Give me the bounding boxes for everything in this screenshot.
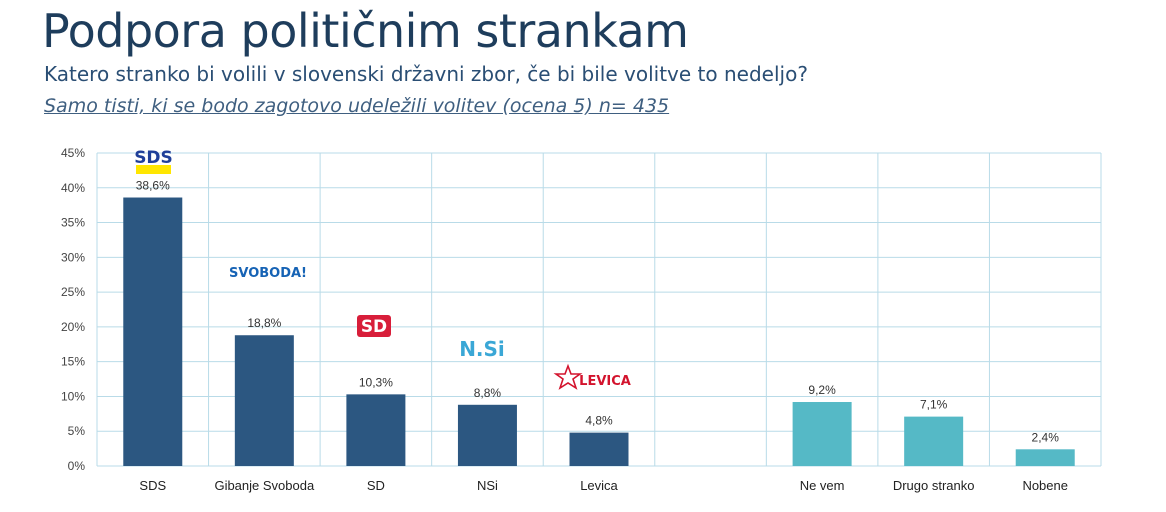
bar — [792, 402, 852, 466]
y-tick-label: 40% — [61, 181, 85, 195]
y-tick-label: 10% — [61, 389, 85, 403]
category-label: Ne vem — [800, 478, 845, 493]
category-label: Drugo stranko — [893, 478, 975, 493]
levica-logo: LEVICA — [553, 363, 631, 390]
category-label: SD — [367, 478, 385, 493]
y-tick-label: 0% — [68, 459, 86, 473]
svg-text:SVOBODA!: SVOBODA! — [229, 266, 307, 281]
y-tick-label: 30% — [61, 250, 85, 264]
data-label: 18,8% — [247, 316, 281, 330]
star-icon — [553, 363, 583, 390]
chart-labels: 38,6% SDS 18,8% Gibanje Svoboda 10,3% SD 8,8% N… — [136, 179, 1068, 493]
svg-text:LEVICA: LEVICA — [579, 374, 631, 389]
bar — [346, 394, 406, 466]
category-label: SDS — [139, 478, 166, 493]
y-tick-label: 45% — [61, 146, 85, 160]
y-tick-label: 15% — [61, 355, 85, 369]
bar — [569, 432, 629, 466]
data-label: 9,2% — [808, 383, 836, 397]
category-label: Levica — [580, 478, 618, 493]
data-label: 4,8% — [585, 414, 613, 428]
y-axis: 0% 5% 10% 15% 20% 25% 30% 35% 40% 45% — [61, 146, 85, 473]
svg-text:SD: SD — [361, 317, 387, 337]
svoboda-logo: SVOBODA! — [229, 266, 307, 281]
nsi-logo: N.Si — [459, 337, 505, 361]
sds-logo: SDS — [134, 148, 173, 174]
category-label: Nobene — [1022, 478, 1068, 493]
sample-note: Samo tisti, ki se bodo zagotovo udeležil… — [44, 95, 670, 117]
category-label: Gibanje Svoboda — [214, 478, 315, 493]
bar — [457, 404, 517, 466]
survey-question: Katero stranko bi volili v slovenski drž… — [44, 62, 808, 86]
category-label: NSi — [477, 478, 498, 493]
bar — [234, 335, 294, 466]
svg-text:N.Si: N.Si — [459, 337, 505, 361]
data-label: 38,6% — [136, 179, 170, 193]
page-title: Podpora političnim strankam — [42, 4, 689, 58]
y-tick-label: 25% — [61, 285, 85, 299]
bar — [904, 416, 964, 466]
data-label: 10,3% — [359, 375, 393, 389]
data-label: 8,8% — [474, 386, 502, 400]
bar — [1015, 449, 1075, 466]
chart-bars — [123, 197, 1075, 466]
svg-text:SDS: SDS — [134, 148, 173, 168]
y-tick-label: 35% — [61, 216, 85, 230]
data-label: 2,4% — [1032, 430, 1060, 444]
sd-logo: SD — [357, 315, 391, 337]
y-tick-label: 5% — [68, 424, 86, 438]
y-tick-label: 20% — [61, 320, 85, 334]
chart-grid — [96, 152, 1102, 467]
data-label: 7,1% — [920, 398, 948, 412]
bar — [123, 197, 183, 466]
